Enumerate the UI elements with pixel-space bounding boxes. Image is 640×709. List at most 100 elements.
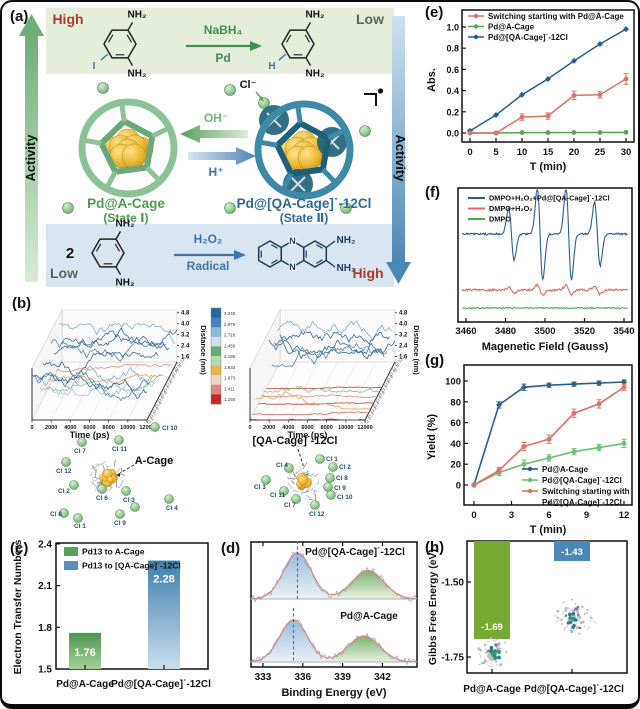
svg-text:0.0: 0.0 [446, 129, 459, 139]
svg-text:Pd@A-Cage: Pd@A-Cage [87, 196, 165, 211]
svg-text:2: 2 [66, 245, 74, 262]
svg-text:20: 20 [569, 147, 580, 158]
svg-text:3.240: 3.240 [224, 311, 236, 316]
svg-text:Cl 5: Cl 5 [157, 396, 165, 404]
svg-text:60: 60 [450, 418, 461, 429]
svg-text:Cl 10: Cl 10 [171, 368, 180, 377]
panel-f-epr-plot: 3460 3480 3500 3520 3540 Magenetic Field (Gau… [455, 187, 635, 353]
svg-text:6: 6 [546, 510, 551, 521]
svg-text:Pd@A-Cage: Pd@A-Cage [488, 22, 535, 31]
svg-text:Cl 6: Cl 6 [96, 495, 108, 502]
svg-text:2.456: 2.456 [224, 343, 236, 348]
svg-text:Cl 3: Cl 3 [123, 497, 135, 504]
svg-text:Low: Low [50, 265, 78, 281]
svg-text:Cl 9: Cl 9 [334, 485, 346, 492]
svg-text:4.0: 4.0 [399, 322, 408, 328]
panel-d-xps-spectra: 333 336 339 342 Binding Energy (eV) Pd@[QA-Ca… [250, 541, 418, 699]
svg-text:1.76: 1.76 [74, 647, 95, 659]
svg-text:Cl 3: Cl 3 [254, 484, 266, 491]
svg-text:Pd@[QA-Cage]˙-12Cl: Pd@[QA-Cage]˙-12Cl [237, 196, 372, 211]
svg-text:Cl 6: Cl 6 [160, 391, 168, 399]
svg-text:25: 25 [595, 147, 606, 158]
svg-text:10000: 10000 [338, 425, 353, 431]
svg-text:6000: 6000 [301, 425, 313, 431]
svg-text:Electron Transfer Numbers: Electron Transfer Numbers [12, 539, 24, 674]
svg-text:Pd@A-Cage: Pd@A-Cage [340, 611, 398, 622]
svg-text:2.28: 2.28 [153, 574, 174, 586]
svg-text:Low: Low [356, 11, 384, 27]
svg-text:NH₂: NH₂ [306, 68, 325, 79]
svg-text:[QA-Cage]˙-12Cl: [QA-Cage]˙-12Cl [253, 435, 338, 447]
svg-text:Cl 10: Cl 10 [337, 494, 353, 501]
svg-text:Cl 12: Cl 12 [176, 358, 185, 367]
panel-e-abs-plot: 0.0 0.2 0.4 0.6 0.8 1.0 0 5 10 15 20 25 30 T (min) Abs… [426, 9, 635, 173]
svg-text:Cl 10: Cl 10 [389, 368, 398, 377]
svg-text:2.4: 2.4 [181, 344, 190, 350]
svg-text:NH₂: NH₂ [337, 263, 356, 274]
svg-text:Gibbs Free Energy (eV): Gibbs Free Energy (eV) [427, 549, 439, 665]
svg-text:Pd@A-Cage: Pd@A-Cage [463, 684, 521, 695]
svg-text:10000: 10000 [120, 425, 135, 431]
svg-text:Binding Energy (eV): Binding Energy (eV) [281, 687, 386, 699]
svg-text:High: High [52, 11, 83, 27]
svg-text:Cl⁻: Cl⁻ [240, 79, 257, 91]
svg-text:H: H [268, 61, 275, 72]
svg-text:2.979: 2.979 [224, 322, 236, 327]
svg-text:Cl 7: Cl 7 [74, 448, 86, 455]
svg-text:Cl 1: Cl 1 [146, 417, 154, 425]
svg-text:4.0: 4.0 [181, 322, 190, 328]
panel-c-label: (c) [10, 540, 29, 557]
svg-text:Distance (nm): Distance (nm) [199, 325, 208, 375]
svg-text:3540: 3540 [613, 326, 634, 337]
svg-text:342: 342 [374, 672, 391, 683]
svg-text:80: 80 [450, 397, 461, 408]
svg-text:6000: 6000 [83, 425, 95, 431]
svg-text:DMPO+H₂O₂: DMPO+H₂O₂ [489, 204, 533, 213]
svg-text:Switching starting with Pd@A-C: Switching starting with Pd@A-Cage [488, 12, 624, 21]
svg-text:8000: 8000 [103, 425, 115, 431]
svg-text:2.1: 2.1 [38, 581, 52, 592]
svg-text:Cl 1: Cl 1 [326, 456, 338, 463]
svg-text:2.718: 2.718 [224, 333, 236, 338]
svg-text:NaBH₄: NaBH₄ [204, 23, 243, 37]
panel-b-md-plots: 0 2000 4000 6000 8000 10000 12000 1.6 2.4 3.2 4.0 4… [30, 307, 421, 530]
panel-c-bar-chart: 1.5 1.8 2.1 2.4 Electron Transfer Numbers 1.7… [12, 539, 211, 690]
panel-b-label: (b) [12, 295, 32, 312]
svg-text:Cl 12: Cl 12 [309, 511, 325, 518]
svg-text:Cl 2: Cl 2 [339, 464, 351, 471]
svg-text:40: 40 [450, 439, 461, 450]
svg-text:0: 0 [467, 147, 472, 158]
panel-d-label: (d) [221, 540, 241, 557]
svg-text:Pd@[QA-Cage]˙-12Cl: Pd@[QA-Cage]˙-12Cl [488, 33, 568, 42]
svg-text:A-Cage: A-Cage [135, 455, 174, 467]
svg-text:0: 0 [471, 510, 476, 521]
svg-text:H₂O₂: H₂O₂ [194, 232, 223, 246]
svg-text:Pd@A-Cage: Pd@A-Cage [542, 465, 589, 474]
svg-text:3: 3 [509, 510, 514, 521]
svg-text:(State Ⅰ): (State Ⅰ) [103, 211, 148, 225]
svg-text:Pd13 to [QA-Cage]˙-12Cl: Pd13 to [QA-Cage]˙-12Cl [82, 561, 181, 571]
svg-text:2000: 2000 [263, 425, 275, 431]
panel-f-label: (f) [425, 184, 440, 201]
svg-text:1.6: 1.6 [181, 355, 190, 361]
svg-text:Pd13 to A-Cage: Pd13 to A-Cage [82, 547, 145, 557]
svg-text:N: N [289, 262, 296, 272]
svg-text:Cl 4: Cl 4 [276, 462, 288, 469]
svg-text:Cl 11: Cl 11 [174, 363, 183, 372]
svg-text:Pd@[QA-Cage]˙-12Cl: Pd@[QA-Cage]˙-12Cl [542, 476, 622, 485]
svg-text:3460: 3460 [455, 326, 476, 337]
svg-text:Cl 12: Cl 12 [394, 358, 403, 367]
svg-text:Cl 12: Cl 12 [56, 468, 72, 475]
svg-text:T (min): T (min) [530, 524, 567, 536]
svg-text:Cl 11: Cl 11 [112, 446, 128, 453]
svg-text:Time (ps): Time (ps) [288, 430, 328, 440]
svg-text:Cl 8: Cl 8 [336, 475, 348, 482]
svg-text:High: High [352, 265, 383, 281]
svg-text:NH₂: NH₂ [128, 10, 147, 21]
svg-text:3520: 3520 [574, 326, 595, 337]
svg-text:12000: 12000 [357, 425, 372, 431]
svg-text:Cl 6: Cl 6 [378, 391, 386, 399]
svg-text:12000: 12000 [139, 425, 154, 431]
